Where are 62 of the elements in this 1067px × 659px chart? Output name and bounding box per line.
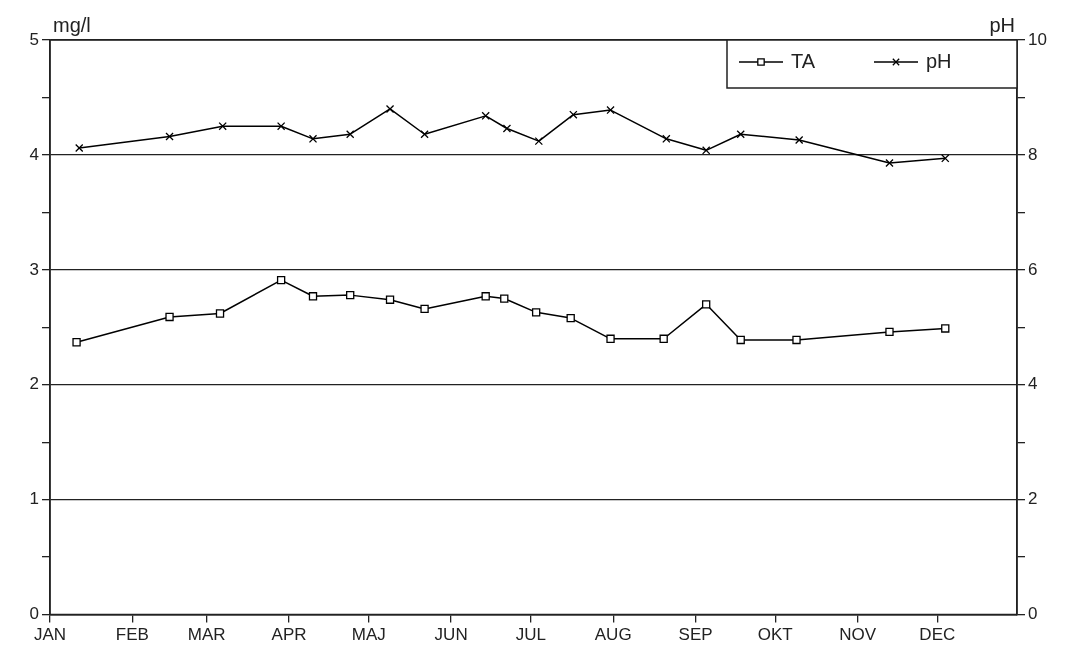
point xyxy=(385,295,395,304)
y2-tick-label: 4 xyxy=(1028,374,1038,394)
legend-label: pH xyxy=(926,49,952,72)
point xyxy=(308,134,318,144)
x-tick-label: JUL xyxy=(515,625,546,645)
point xyxy=(276,276,286,285)
point xyxy=(420,304,429,314)
point xyxy=(346,130,355,139)
y-tick-label: 0 xyxy=(29,604,39,624)
x-tick-label: JUN xyxy=(434,625,468,645)
x-tick-label: NOV xyxy=(839,625,877,645)
point xyxy=(794,135,804,145)
point xyxy=(885,327,894,337)
y2-axis-title: pH xyxy=(989,13,1015,36)
point xyxy=(569,110,578,119)
point xyxy=(566,313,575,323)
x-tick-label: JAN xyxy=(33,625,67,645)
point xyxy=(420,130,429,139)
y-tick-label: 1 xyxy=(29,489,39,509)
point xyxy=(736,130,745,139)
x-tick-label: SEP xyxy=(678,625,713,645)
x-tick-label: DEC xyxy=(919,625,956,645)
point xyxy=(276,122,286,131)
point xyxy=(606,105,615,115)
y-axis-title: mg/l xyxy=(53,13,91,36)
y-tick-label: 4 xyxy=(29,144,39,164)
x-tick-label: MAR xyxy=(187,625,226,645)
x-tick-label: APR xyxy=(271,625,307,645)
point xyxy=(534,136,543,146)
point xyxy=(502,124,512,133)
point xyxy=(481,111,490,121)
y2-tick-label: 6 xyxy=(1028,259,1038,279)
point xyxy=(792,335,801,345)
point xyxy=(385,104,395,114)
point xyxy=(218,122,227,131)
point xyxy=(346,290,355,300)
point xyxy=(941,154,950,163)
y-tick-label: 2 xyxy=(29,374,39,394)
point xyxy=(215,309,225,318)
point xyxy=(531,308,541,317)
y2-tick-label: 10 xyxy=(1028,29,1047,49)
y-tick-label: 3 xyxy=(29,259,39,279)
y2-tick-label: 2 xyxy=(1028,489,1038,509)
point xyxy=(500,294,509,303)
point xyxy=(659,334,668,343)
x-tick-label: AUG xyxy=(594,625,632,645)
point xyxy=(885,158,894,168)
point xyxy=(701,146,711,155)
x-tick-label: OKT xyxy=(757,625,793,645)
point xyxy=(701,300,711,309)
legend-label: TA xyxy=(791,49,816,72)
y2-tick-label: 8 xyxy=(1028,144,1038,164)
point xyxy=(736,335,745,345)
y2-tick-label: 0 xyxy=(1028,604,1038,624)
point xyxy=(606,334,615,343)
point xyxy=(481,292,490,301)
point xyxy=(941,324,950,333)
point xyxy=(662,134,671,144)
x-tick-label: MAJ xyxy=(351,625,386,645)
point xyxy=(308,292,318,301)
y-tick-label: 5 xyxy=(29,29,39,49)
x-tick-label: FEB xyxy=(115,625,149,645)
